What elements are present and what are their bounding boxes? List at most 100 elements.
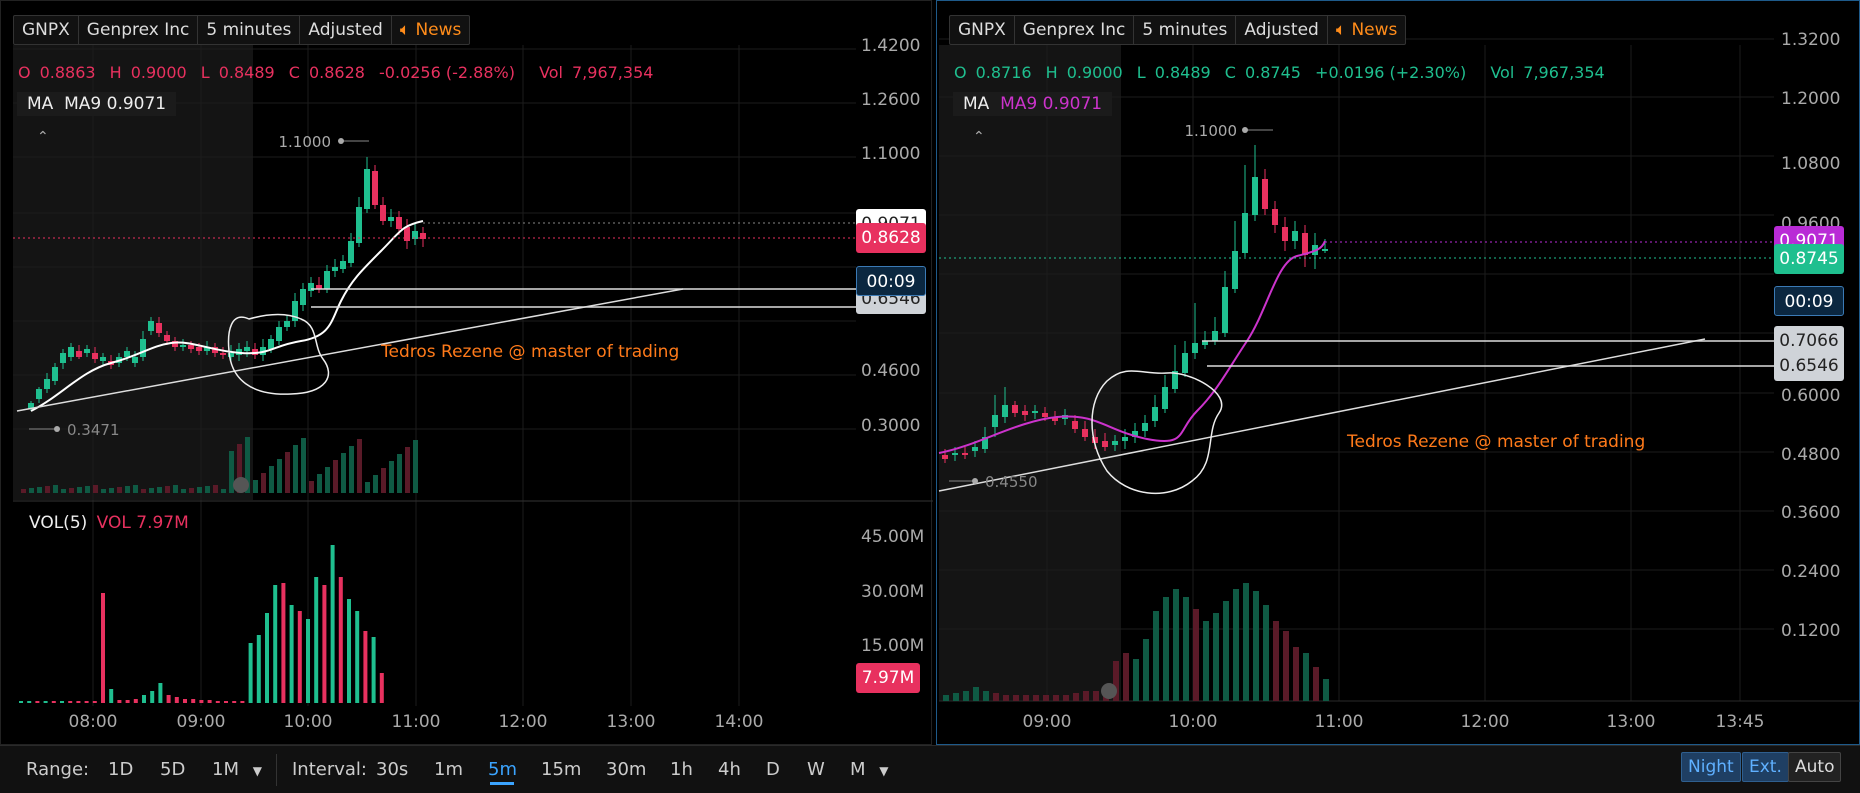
premarket-shade bbox=[939, 45, 1121, 701]
volume-bar bbox=[1283, 631, 1289, 701]
ma-indicator-label[interactable]: MA MA9 0.9071 bbox=[17, 92, 177, 116]
news-button[interactable]: 🔈︎ News bbox=[392, 16, 470, 44]
volume-bar bbox=[993, 693, 999, 701]
volume-bar bbox=[983, 691, 989, 701]
premarket-shade bbox=[13, 45, 253, 500]
low-marker-label: 0.3471 bbox=[67, 421, 120, 439]
volume-bar bbox=[330, 545, 335, 703]
adjusted-button[interactable]: Adjusted bbox=[1236, 16, 1328, 44]
interval-w[interactable]: W bbox=[807, 759, 825, 780]
open-value: 0.8716 bbox=[975, 63, 1032, 82]
volume-bar bbox=[363, 631, 368, 703]
candle-body bbox=[220, 353, 226, 355]
candle-body bbox=[420, 233, 426, 239]
annotation-text: Tedros Rezene @ master of trading bbox=[1346, 432, 1645, 452]
volume-bar bbox=[1133, 659, 1139, 701]
interval-button[interactable]: 5 minutes bbox=[198, 16, 301, 44]
range-1m-dropdown[interactable]: 1M ▼ bbox=[212, 759, 262, 780]
volume-bar bbox=[1123, 653, 1129, 701]
collapse-icon[interactable]: ⌃ bbox=[37, 129, 49, 145]
range-1d[interactable]: 1D bbox=[108, 759, 134, 780]
interval-m-dropdown[interactable]: M ▼ bbox=[850, 759, 889, 780]
volume-bar bbox=[1163, 597, 1169, 701]
time-axis-label: 08:00 bbox=[69, 712, 118, 732]
volume-bar bbox=[1093, 691, 1099, 701]
volume-bar bbox=[1313, 667, 1319, 701]
candle-body bbox=[252, 349, 258, 355]
volume-bar bbox=[1263, 605, 1269, 701]
volume-bar-mini bbox=[157, 487, 162, 493]
candle-body bbox=[1222, 287, 1228, 333]
right-chart-pane[interactable]: 1.3200 1.2000 1.0800 0.9600 0.6000 0.4800 0.36… bbox=[936, 0, 1860, 745]
volume-bar bbox=[1053, 695, 1059, 701]
price-axis-label: 1.2600 bbox=[861, 90, 920, 110]
adjusted-button[interactable]: Adjusted bbox=[300, 16, 392, 44]
interval-30s[interactable]: 30s bbox=[376, 759, 409, 780]
left-chart-toolbar: GNPX Genprex Inc 5 minutes Adjusted 🔈︎ N… bbox=[13, 15, 471, 45]
right-chart-canvas[interactable]: 1.32001.20001.08000.96000.60000.48000.36… bbox=[937, 1, 1860, 746]
time-axis-label: 13:00 bbox=[607, 712, 656, 732]
volume-bar bbox=[1243, 583, 1249, 701]
candle-body bbox=[1242, 213, 1248, 253]
high-marker-label: 1.1000 bbox=[1185, 122, 1238, 140]
candle-body bbox=[412, 231, 418, 239]
left-chart-pane[interactable]: 1.4200 1.2600 1.1000 0.4600 0.3000 45.00M 30.0… bbox=[0, 0, 933, 746]
interval-1h[interactable]: 1h bbox=[670, 759, 693, 780]
volume-bar bbox=[109, 689, 114, 703]
interval-30m[interactable]: 30m bbox=[606, 759, 647, 780]
volume-bar bbox=[953, 693, 959, 701]
candle-body bbox=[300, 289, 306, 305]
close-value: 0.8628 bbox=[308, 63, 365, 82]
close-label: C bbox=[288, 63, 300, 82]
candle-body bbox=[1252, 177, 1258, 215]
price-axis-label: 0.1200 bbox=[1781, 621, 1840, 641]
volume-bar bbox=[1023, 695, 1029, 701]
collapse-icon[interactable]: ⌃ bbox=[973, 129, 985, 145]
volume-value: 7,967,354 bbox=[572, 63, 654, 82]
ma-value: MA9 0.9071 bbox=[64, 94, 167, 114]
volume-bar bbox=[338, 577, 343, 703]
candle-body bbox=[1302, 233, 1308, 255]
open-label: O bbox=[954, 63, 967, 82]
hand-drawn-circle bbox=[227, 313, 330, 395]
volume-bar bbox=[943, 695, 949, 701]
price-axis-label: 1.4200 bbox=[861, 36, 920, 56]
news-label: News bbox=[415, 20, 462, 40]
interval-button[interactable]: 5 minutes bbox=[1134, 16, 1237, 44]
volume-bar-mini bbox=[141, 489, 146, 493]
symbol-button[interactable]: GNPX bbox=[14, 16, 79, 44]
volume-bar bbox=[1063, 695, 1069, 701]
candle-body bbox=[1152, 407, 1158, 421]
candle-body bbox=[196, 347, 202, 351]
volume-bar-mini bbox=[93, 485, 98, 493]
open-value: 0.8863 bbox=[39, 63, 96, 82]
interval-1m[interactable]: 1m bbox=[434, 759, 463, 780]
symbol-button[interactable]: GNPX bbox=[950, 16, 1015, 44]
level-price-tag: 0.6546 bbox=[1774, 351, 1844, 381]
extended-hours-toggle[interactable]: Ext. bbox=[1742, 752, 1789, 782]
interval-15m[interactable]: 15m bbox=[541, 759, 582, 780]
candle-body bbox=[1042, 413, 1048, 417]
auto-scale-toggle[interactable]: Auto bbox=[1788, 752, 1842, 782]
candle-body bbox=[1002, 405, 1008, 417]
interval-d[interactable]: D bbox=[766, 759, 780, 780]
news-button[interactable]: 🔈︎ News bbox=[1328, 16, 1406, 44]
candle-body bbox=[1012, 405, 1018, 413]
volume-bar bbox=[1273, 621, 1279, 701]
candle-body bbox=[164, 335, 170, 341]
left-chart-canvas[interactable]: 1.4200 1.2600 1.1000 0.4600 0.3000 45.00M 30.0… bbox=[1, 1, 933, 746]
low-value: 0.8489 bbox=[218, 63, 275, 82]
candle-body bbox=[244, 347, 250, 351]
volume-axis-label: 45.00M bbox=[861, 527, 924, 547]
interval-4h[interactable]: 4h bbox=[718, 759, 741, 780]
company-name: Genprex Inc bbox=[79, 16, 199, 44]
night-mode-toggle[interactable]: Night bbox=[1681, 752, 1741, 782]
company-name: Genprex Inc bbox=[1015, 16, 1135, 44]
candle-body bbox=[308, 283, 314, 291]
caret-down-icon: ▼ bbox=[879, 764, 889, 778]
ma-indicator-label[interactable]: MA MA9 0.9071 bbox=[953, 92, 1113, 116]
active-interval-indicator bbox=[490, 782, 514, 785]
volume-bar-mini bbox=[61, 489, 66, 493]
interval-5m[interactable]: 5m bbox=[488, 759, 517, 780]
range-5d[interactable]: 5D bbox=[160, 759, 186, 780]
